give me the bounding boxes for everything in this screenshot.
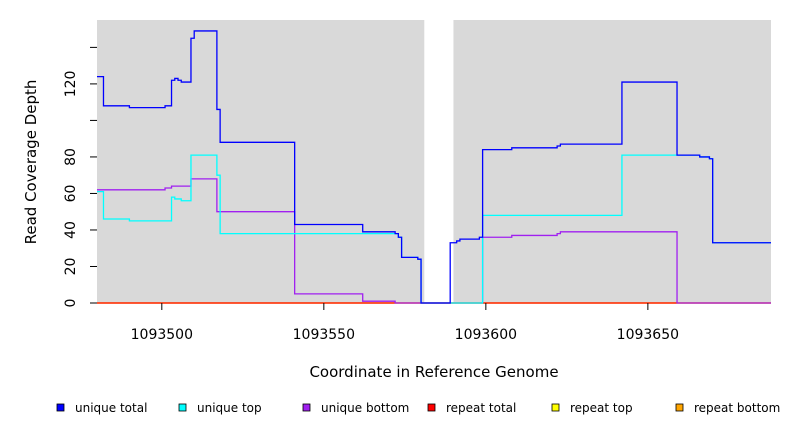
y-axis: 0 20 40 60 80 120 xyxy=(63,46,97,308)
legend-swatch xyxy=(675,403,684,412)
legend-swatch xyxy=(551,403,560,412)
legend-label: unique bottom xyxy=(321,401,409,415)
x-tick-label: 1093550 xyxy=(293,327,355,343)
series-line-unique-bottom xyxy=(97,178,771,304)
y-axis-title: Read Coverage Depth xyxy=(22,80,40,245)
series-line-unique-total xyxy=(97,30,771,304)
y-tick-label: 120 xyxy=(63,71,79,98)
y-tick-label: 0 xyxy=(63,299,79,308)
legend: unique total unique top unique bottom repea… xyxy=(56,401,780,415)
x-tick-label: 1093650 xyxy=(617,327,679,343)
y-tick-label: 40 xyxy=(63,221,79,239)
x-axis-title: Coordinate in Reference Genome xyxy=(309,363,558,381)
coverage-gap-region xyxy=(424,20,454,303)
x-axis: 1093500 1093550 1093600 1093650 xyxy=(131,303,679,343)
legend-label: repeat bottom xyxy=(694,401,780,415)
y-tick-label: 20 xyxy=(63,258,79,276)
legend-label: unique top xyxy=(197,401,262,415)
x-tick-label: 1093600 xyxy=(455,327,517,343)
legend-swatch xyxy=(427,403,436,412)
y-tick-label: 80 xyxy=(63,148,79,166)
legend-swatch xyxy=(302,403,311,412)
x-tick-label: 1093500 xyxy=(131,327,193,343)
series-layer xyxy=(97,30,771,304)
legend-label: repeat total xyxy=(446,401,516,415)
legend-label: unique total xyxy=(75,401,147,415)
legend-swatch xyxy=(178,403,187,412)
legend-label: repeat top xyxy=(570,401,633,415)
y-tick-label: 60 xyxy=(63,185,79,203)
legend-swatch xyxy=(56,403,65,412)
